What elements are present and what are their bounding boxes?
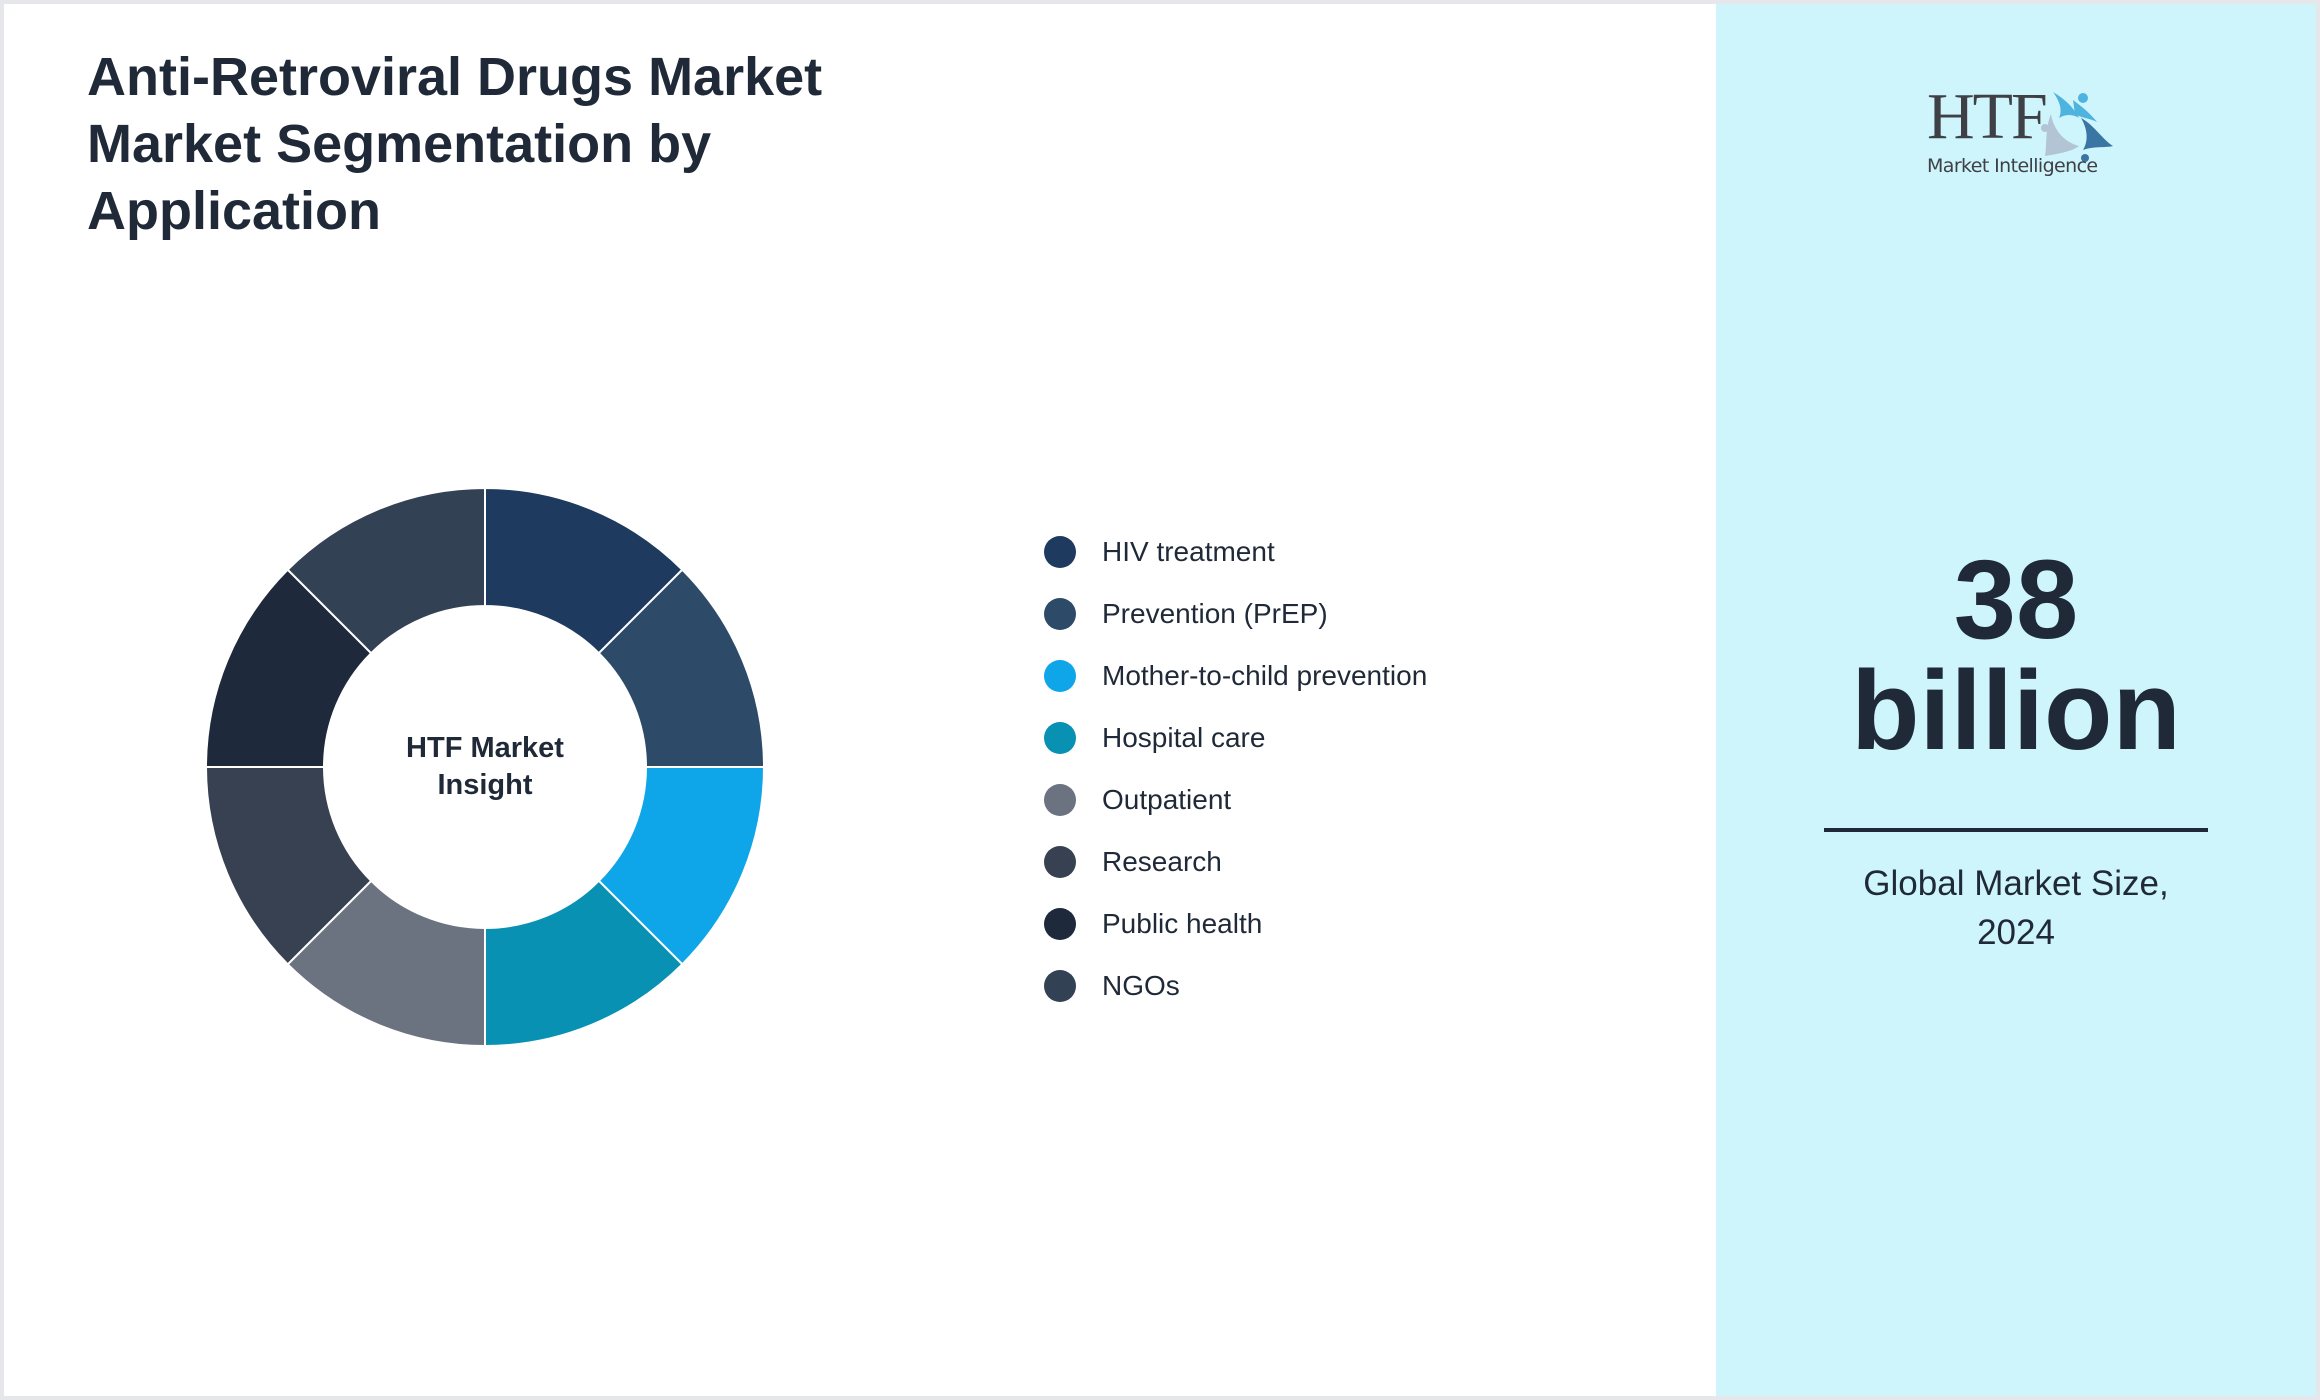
legend-item-ngos: NGOs	[1044, 955, 1427, 1017]
legend-label: Research	[1102, 846, 1222, 877]
legend-dot-icon	[1044, 722, 1076, 754]
legend-dot-icon	[1044, 970, 1076, 1002]
market-size-number: 38	[1953, 537, 2079, 662]
donut-slice-ngos	[286, 487, 486, 655]
title-line-2: Market Segmentation by	[87, 114, 712, 174]
legend-dot-icon	[1044, 660, 1076, 692]
legend-label: Public health	[1102, 908, 1263, 939]
donut-chart: HTF Market Insight	[205, 487, 765, 1047]
center-label-line-2: Insight	[437, 769, 533, 801]
legend-item-outpatient: Outpatient	[1044, 769, 1427, 831]
legend-label: NGOs	[1102, 970, 1180, 1001]
logo-emblem-icon	[2041, 92, 2113, 162]
center-label-line-1: HTF Market	[406, 732, 564, 764]
legend-label: Prevention (PrEP)	[1102, 598, 1328, 629]
caption-line-2: 2024	[1977, 913, 2055, 952]
chart-legend: HIV treatment Prevention (PrEP) Mother-t…	[1044, 521, 1427, 1017]
stat-divider	[1824, 828, 2208, 832]
legend-dot-icon	[1044, 598, 1076, 630]
legend-item-research: Research	[1044, 831, 1427, 893]
title-line-1: Anti-Retroviral Drugs Market	[87, 47, 823, 107]
donut-center-label: HTF Market Insight	[205, 487, 765, 1047]
legend-label: HIV treatment	[1102, 536, 1275, 567]
legend-item-hiv-treatment: HIV treatment	[1044, 521, 1427, 583]
legend-item-hospital-care: Hospital care	[1044, 707, 1427, 769]
legend-dot-icon	[1044, 784, 1076, 816]
legend-item-mother-to-child: Mother-to-child prevention	[1044, 645, 1427, 707]
htf-logo: HTF Market Intelligence	[1927, 84, 2117, 189]
legend-item-prevention-prep: Prevention (PrEP)	[1044, 583, 1427, 645]
legend-label: Hospital care	[1102, 722, 1266, 753]
market-size-caption: Global Market Size, 2024	[1716, 859, 2316, 957]
market-size-value: 38 billion	[1716, 537, 2316, 773]
logo-tagline-text: Market Intelligence	[1927, 155, 2098, 177]
page-title: Anti-Retroviral Drugs Market Market Segm…	[87, 44, 907, 245]
legend-item-public-health: Public health	[1044, 893, 1427, 955]
legend-dot-icon	[1044, 846, 1076, 878]
legend-dot-icon	[1044, 536, 1076, 568]
legend-label: Outpatient	[1102, 784, 1232, 815]
market-size-panel: HTF Market Intelligence 38 billion Globa…	[1716, 4, 2316, 1396]
caption-line-1: Global Market Size,	[1863, 864, 2169, 903]
logo-brand-text: HTF	[1927, 80, 2048, 153]
market-size-stat: 38 billion	[1716, 537, 2316, 773]
legend-label: Mother-to-child prevention	[1102, 660, 1428, 691]
legend-dot-icon	[1044, 908, 1076, 940]
market-size-unit: billion	[1851, 648, 2181, 773]
donut-chart-graphic	[205, 487, 765, 1047]
title-line-3: Application	[87, 181, 381, 241]
report-card: Anti-Retroviral Drugs Market Market Segm…	[4, 4, 2316, 1396]
